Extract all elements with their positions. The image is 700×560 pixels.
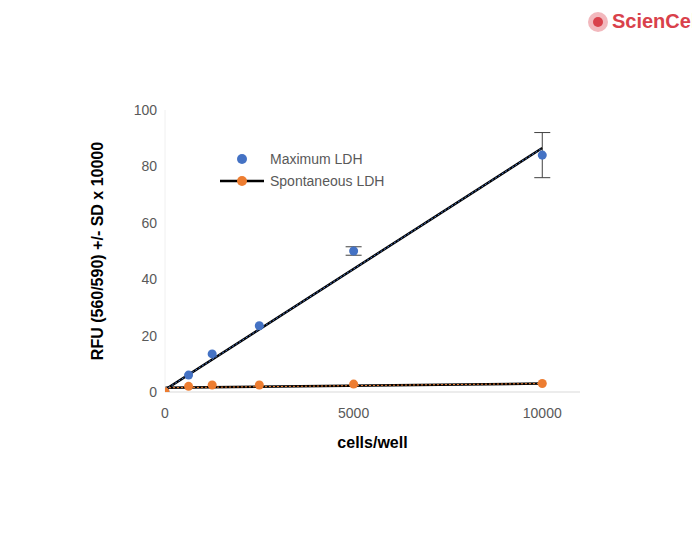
svg-text:0: 0 bbox=[161, 405, 169, 421]
svg-text:20: 20 bbox=[141, 328, 157, 344]
svg-text:0: 0 bbox=[149, 384, 157, 400]
svg-text:100: 100 bbox=[134, 102, 158, 118]
svg-text:60: 60 bbox=[141, 215, 157, 231]
html-text:Maximum LDH: Maximum LDH bbox=[270, 151, 363, 167]
svg-text:40: 40 bbox=[141, 271, 157, 287]
svg-text:cells/well: cells/well bbox=[337, 434, 407, 451]
html-text:Spontaneous LDH: Spontaneous LDH bbox=[270, 173, 385, 189]
svg-text:RFU (560/590) +/- SD x 10000: RFU (560/590) +/- SD x 10000 bbox=[89, 142, 106, 360]
svg-text:10000: 10000 bbox=[523, 405, 562, 421]
svg-text:80: 80 bbox=[141, 158, 157, 174]
svg-text:5000: 5000 bbox=[338, 405, 369, 421]
